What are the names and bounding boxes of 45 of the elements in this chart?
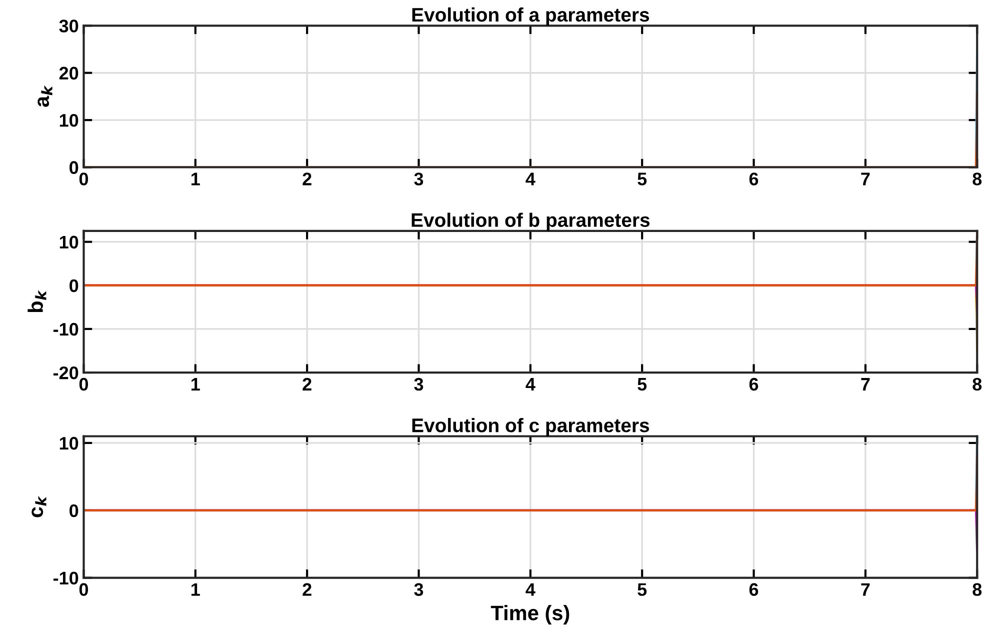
- y-tick-label: -10: [53, 322, 78, 336]
- x-tick-label: 3: [414, 172, 424, 186]
- x-tick-label: 0: [79, 583, 88, 596]
- x-tick-label: 6: [749, 172, 758, 186]
- y-axis-title: b$_{k}$: [28, 290, 46, 312]
- x-tick-label: 1: [192, 172, 200, 186]
- x-tick-label: 8: [972, 583, 982, 596]
- x-tick-label: 7: [861, 378, 870, 390]
- x-tick-label: 0: [79, 378, 88, 391]
- chart-title: Evolution of a parameters: [412, 7, 650, 26]
- x-tick-label: 7: [861, 583, 870, 596]
- y-tick-label: -20: [53, 366, 78, 380]
- x-tick-label: 1: [192, 583, 200, 596]
- y-tick-label: 20: [59, 66, 78, 80]
- x-tick-label: 2: [302, 583, 312, 596]
- y-tick-label: 0: [70, 279, 78, 292]
- x-tick-label: 8: [972, 378, 982, 391]
- x-tick-label: 5: [638, 583, 647, 596]
- y-tick-label: 0: [70, 161, 78, 174]
- x-tick-label: 3: [414, 583, 424, 596]
- x-tick-label: 2: [302, 172, 312, 186]
- x-tick-label: 6: [749, 583, 758, 596]
- y-tick-label: 10: [60, 436, 78, 450]
- y-tick-label: 10: [60, 114, 78, 127]
- chart-title: Evolution of b parameters: [412, 212, 650, 231]
- x-tick-label: 4: [526, 378, 536, 390]
- y-tick-label: 10: [60, 236, 78, 249]
- x-tick-label: 5: [638, 172, 647, 186]
- y-axis-title: c$_{k}$: [32, 496, 46, 518]
- x-tick-label: 1: [192, 378, 200, 390]
- x-axis-title: Time (s): [490, 605, 570, 624]
- x-tick-label: 5: [638, 378, 647, 391]
- x-tick-label: 2: [302, 378, 312, 390]
- x-tick-label: 0: [79, 172, 88, 186]
- x-tick-label: 4: [526, 583, 536, 596]
- chart-title: Evolution of c parameters: [412, 418, 650, 436]
- y-tick-label: -10: [53, 572, 78, 585]
- x-tick-label: 6: [749, 378, 758, 391]
- y-axis-title: a$_{k}$: [38, 85, 52, 107]
- y-tick-label: 30: [59, 20, 78, 32]
- x-tick-label: 3: [414, 378, 424, 391]
- x-tick-label: 8: [972, 172, 982, 186]
- x-tick-label: 7: [861, 172, 870, 186]
- x-tick-label: 4: [526, 172, 536, 186]
- y-tick-label: 0: [70, 504, 78, 518]
